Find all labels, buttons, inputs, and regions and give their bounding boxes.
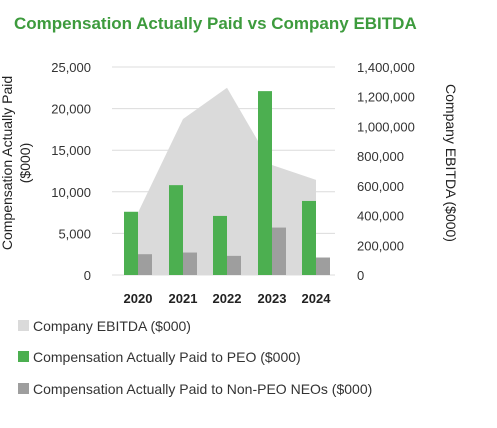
legend-swatch	[18, 320, 29, 331]
x-tick-label: 2024	[302, 291, 332, 306]
right-tick-label: 200,000	[357, 238, 404, 253]
x-tick-label: 2023	[258, 291, 287, 306]
x-tick-label: 2022	[213, 291, 242, 306]
legend-label: Compensation Actually Paid to PEO ($000)	[33, 349, 301, 365]
legend-label: Company EBITDA ($000)	[33, 318, 191, 334]
left-tick-label: 10,000	[51, 185, 91, 200]
left-tick-label: 5,000	[58, 226, 91, 241]
left-axis-title-line2: ($000)	[17, 143, 33, 183]
neo-bar-2020	[138, 254, 152, 275]
neo-bar-2022	[227, 255, 241, 275]
x-tick-label: 2020	[124, 291, 153, 306]
right-tick-label: 400,000	[357, 209, 404, 224]
right-axis-ticks: 0 200,000 400,000 600,000 800,000 1,000,000 1,…	[357, 60, 415, 283]
right-tick-label: 1,200,000	[357, 90, 415, 105]
legend-label: Compensation Actually Paid to Non-PEO NE…	[33, 381, 372, 397]
left-tick-label: 0	[84, 268, 91, 283]
legend-swatch	[18, 351, 29, 362]
neo-bar-2024	[316, 257, 330, 275]
right-tick-label: 800,000	[357, 149, 404, 164]
peo-bar-2023	[258, 91, 272, 276]
bars	[124, 91, 330, 276]
left-tick-label: 20,000	[51, 102, 91, 117]
neo-bar-2023	[272, 227, 286, 275]
x-axis-ticks: 2020 2021 2022 2023 2024	[124, 291, 332, 306]
left-tick-label: 15,000	[51, 143, 91, 158]
left-axis-title-line1: Compensation Actually Paid	[0, 76, 15, 250]
right-tick-label: 0	[357, 268, 364, 283]
right-tick-label: 1,400,000	[357, 60, 415, 75]
peo-bar-2022	[213, 215, 227, 275]
left-axis-ticks: 0 5,000 10,000 15,000 20,000 25,000	[51, 60, 91, 283]
peo-bar-2024	[302, 200, 316, 275]
legend-swatch	[18, 383, 29, 394]
right-tick-label: 600,000	[357, 179, 404, 194]
right-axis-title: Company EBITDA ($000)	[443, 84, 459, 242]
peo-bar-2021	[169, 185, 183, 275]
legend: Company EBITDA ($000) Compensation Actual…	[18, 318, 372, 397]
x-tick-label: 2021	[169, 291, 198, 306]
chart-title: Compensation Actually Paid vs Company EB…	[14, 14, 417, 33]
peo-bar-2020	[124, 211, 138, 275]
neo-bar-2021	[183, 252, 197, 275]
right-tick-label: 1,000,000	[357, 119, 415, 134]
left-tick-label: 25,000	[51, 60, 91, 75]
